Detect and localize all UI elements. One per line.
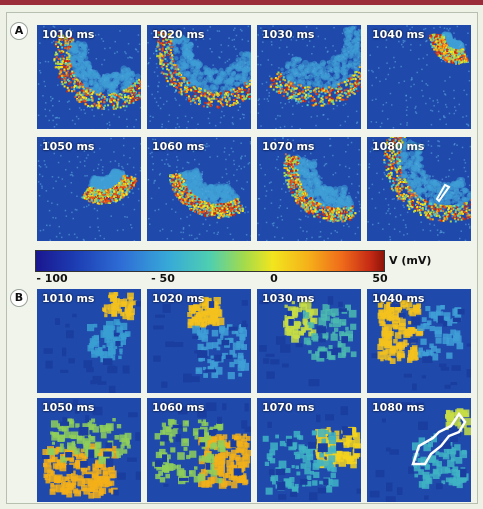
panel-b-frame-6: 1060 ms bbox=[147, 398, 251, 502]
frame-label: 1070 ms bbox=[262, 140, 315, 153]
panel-a-letter: A bbox=[10, 22, 28, 40]
panel-a-frame-2: 1020 ms bbox=[147, 25, 251, 129]
frame-label: 1030 ms bbox=[262, 28, 315, 41]
panel-b-frame-5: 1050 ms bbox=[37, 398, 141, 502]
colorbar-tick-50: 50 bbox=[372, 272, 388, 285]
frame-label: 1040 ms bbox=[372, 28, 425, 41]
panel-a-frame-6: 1060 ms bbox=[147, 137, 251, 241]
panel-a-frame-8: 1080 ms bbox=[367, 137, 471, 241]
colorbar-unit-label: V (mV) bbox=[389, 254, 432, 267]
frame-label: 1010 ms bbox=[42, 28, 95, 41]
frame-label: 1030 ms bbox=[262, 292, 315, 305]
colorbar-tick-minus-100: - 100 bbox=[36, 272, 68, 285]
panel-b-frame-4: 1040 ms bbox=[367, 289, 471, 393]
panel-a-frame-4: 1040 ms bbox=[367, 25, 471, 129]
panel-b-frame-8: 1080 ms bbox=[367, 398, 471, 502]
frame-label: 1070 ms bbox=[262, 401, 315, 414]
panel-a-frame-7: 1070 ms bbox=[257, 137, 361, 241]
frame-label: 1050 ms bbox=[42, 401, 95, 414]
panel-b-frame-1: 1010 ms bbox=[37, 289, 141, 393]
colorbar-tick-0: 0 bbox=[270, 272, 278, 285]
panel-a-frame-3: 1030 ms bbox=[257, 25, 361, 129]
top-accent-bar bbox=[0, 0, 483, 5]
panel-b-frame-2: 1020 ms bbox=[147, 289, 251, 393]
panel-a-frame-5: 1050 ms bbox=[37, 137, 141, 241]
panel-b-frame-3: 1030 ms bbox=[257, 289, 361, 393]
colorbar-tick-minus-50: - 50 bbox=[151, 272, 175, 285]
frame-label: 1020 ms bbox=[152, 28, 205, 41]
frame-label: 1060 ms bbox=[152, 140, 205, 153]
frame-label: 1080 ms bbox=[372, 140, 425, 153]
frame-label: 1040 ms bbox=[372, 292, 425, 305]
voltage-colorbar bbox=[35, 250, 385, 272]
panel-a-frame-1: 1010 ms bbox=[37, 25, 141, 129]
frame-label: 1020 ms bbox=[152, 292, 205, 305]
panel-b-letter: B bbox=[10, 289, 28, 307]
panel-b-frame-7: 1070 ms bbox=[257, 398, 361, 502]
frame-label: 1050 ms bbox=[42, 140, 95, 153]
frame-label: 1080 ms bbox=[372, 401, 425, 414]
frame-label: 1010 ms bbox=[42, 292, 95, 305]
frame-label: 1060 ms bbox=[152, 401, 205, 414]
